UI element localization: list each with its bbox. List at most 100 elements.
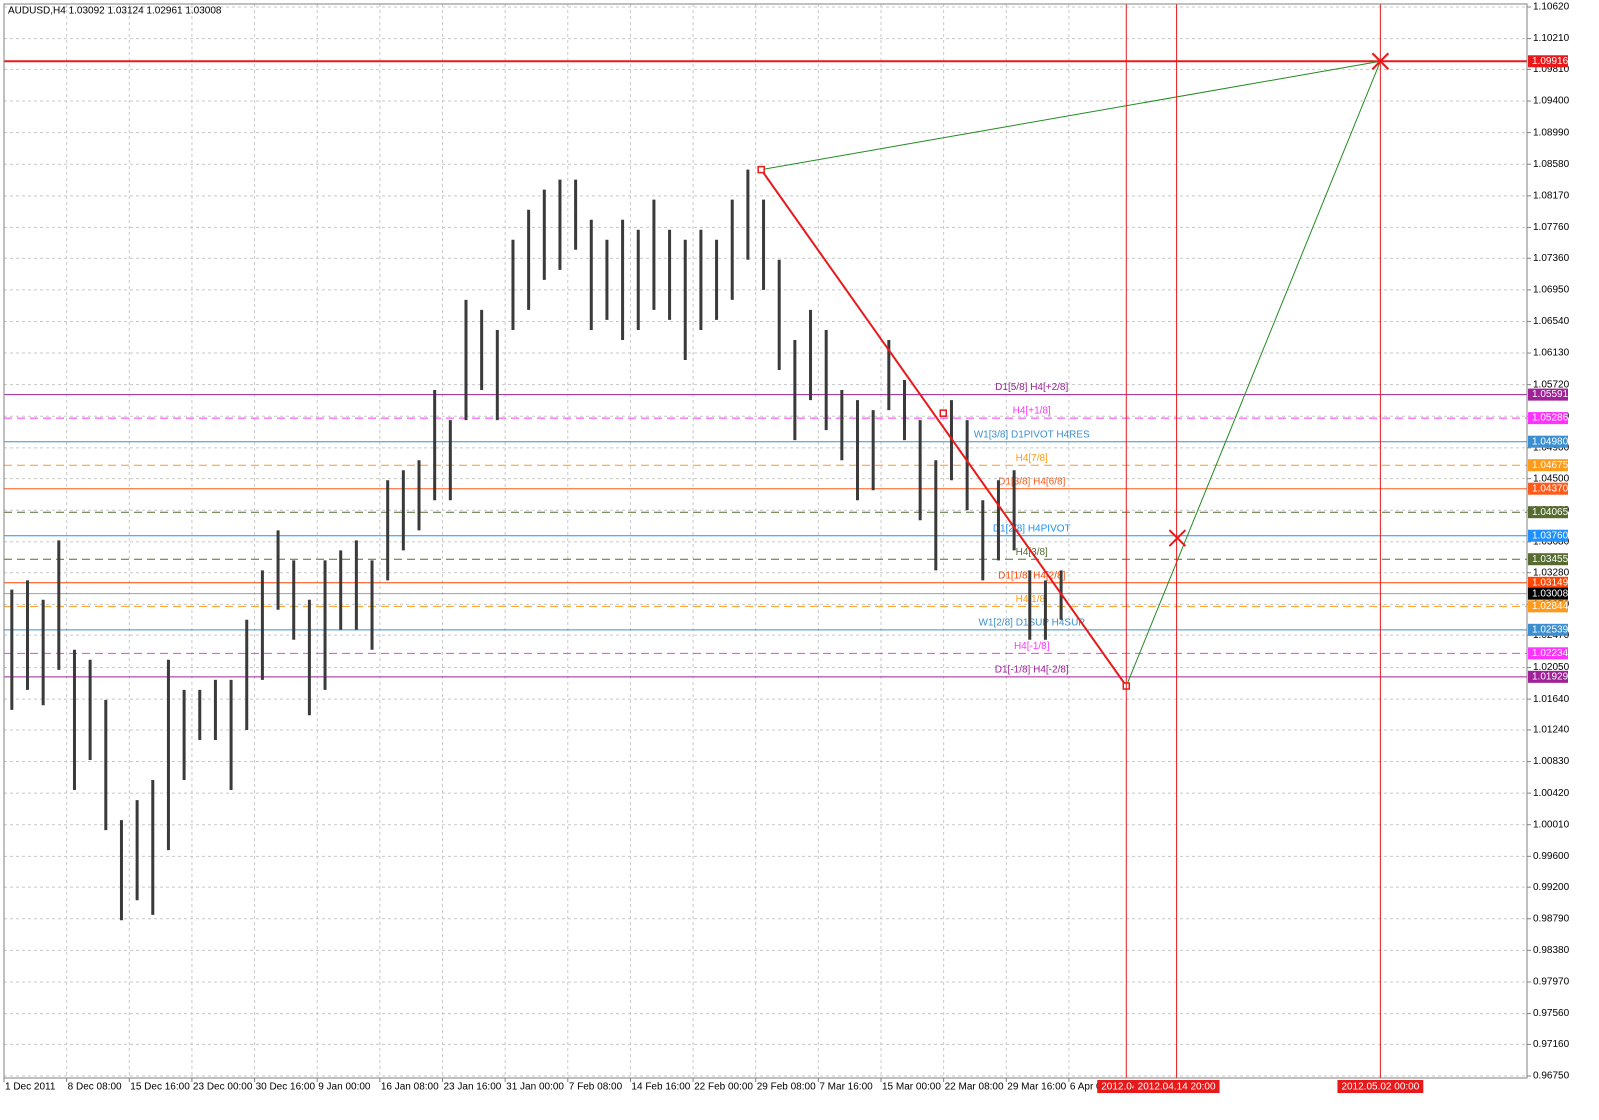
y-tick-label: 1.06950 [1533, 285, 1570, 296]
y-tick-label: 1.05720 [1533, 379, 1570, 390]
x-tick-label: 8 Dec 08:00 [68, 1082, 122, 1093]
price-tag-text: 1.03149 [1532, 577, 1569, 588]
y-tick-label: 1.06540 [1533, 316, 1570, 327]
y-tick-label: 0.99200 [1533, 882, 1570, 893]
x-tick-label: 31 Jan 00:00 [506, 1082, 564, 1093]
price-tag [1528, 647, 1568, 660]
price-tag-text: 1.01929 [1532, 671, 1569, 682]
time-tag [1133, 1080, 1220, 1093]
x-tick-label: 23 Jan 16:00 [443, 1082, 501, 1093]
y-tick-label: 1.04500 [1533, 473, 1570, 484]
price-tag [1528, 529, 1568, 542]
price-tag [1528, 482, 1568, 495]
x-tick-label: 30 Dec 16:00 [256, 1082, 316, 1093]
y-tick-label: 0.98380 [1533, 945, 1570, 956]
price-tag [1528, 388, 1568, 401]
price-tag-text: 1.04370 [1532, 483, 1569, 494]
y-tick-label: 0.98790 [1533, 913, 1570, 924]
x-tick-label: 29 Feb 08:00 [757, 1082, 816, 1093]
price-tag-text: 1.02844 [1532, 601, 1569, 612]
y-tick-label: 1.09400 [1533, 96, 1570, 107]
drawings-layer [757, 4, 1390, 1078]
cross-marker [1168, 529, 1187, 547]
y-tick-label: 0.97970 [1533, 977, 1570, 988]
y-tick-label: 1.03680 [1533, 537, 1570, 548]
price-tag-text: 1.05591 [1532, 389, 1569, 400]
level-text: H4[7/8] [1016, 453, 1048, 464]
trend-line [761, 60, 1381, 171]
price-tag [1528, 576, 1568, 589]
price-tag-text: 1.03455 [1532, 554, 1569, 565]
y-tick-label: 1.10620 [1533, 2, 1570, 13]
x-tick-label: 7 Mar 16:00 [819, 1082, 873, 1093]
price-tag-text: 1.03760 [1532, 530, 1569, 541]
x-tick-label: 16 Jan 08:00 [381, 1082, 439, 1093]
level-text: D1[5/8] H4[+2/8] [995, 382, 1068, 393]
x-tick-label: 14 Feb 16:00 [631, 1082, 690, 1093]
price-tag-text: 1.04065 [1532, 507, 1569, 518]
price-tag-text: 1.04980 [1532, 436, 1569, 447]
price-tag [1528, 600, 1568, 613]
time-tag [1337, 1080, 1424, 1093]
chart-title: AUDUSD,H4 1.03092 1.03124 1.02961 1.0300… [8, 6, 222, 17]
y-tick-label: 1.02050 [1533, 662, 1570, 673]
x-tick-label: 6 Apr 00:00 [1070, 1082, 1122, 1093]
y-tick-label: 1.08580 [1533, 159, 1570, 170]
y-tick-label: 1.00420 [1533, 788, 1570, 799]
price-tag-text: 1.05286 [1532, 413, 1569, 424]
level-text: W1[3/8] D1PIVOT H4RES [974, 429, 1090, 440]
level-text: H4[+1/8] [1013, 406, 1051, 417]
y-tick-label: 1.07760 [1533, 222, 1570, 233]
price-tag-text: 1.04675 [1532, 460, 1569, 471]
y-tick-label: 0.97560 [1533, 1008, 1570, 1019]
y-tick-label: 1.06130 [1533, 348, 1570, 359]
y-tick-label: 1.07360 [1533, 253, 1570, 264]
y-tick-label: 1.08170 [1533, 190, 1570, 201]
price-tag [1528, 506, 1568, 519]
y-tick-label: 1.04900 [1533, 442, 1570, 453]
price-tag-text: 1.02539 [1532, 624, 1569, 635]
price-tag-text: 1.09916 [1532, 56, 1569, 67]
y-tick-label: 0.97160 [1533, 1039, 1570, 1050]
levels-layer: D1[5/8] H4[+2/8] H4[+1/8] W1[3/8] D1PIVOT … [4, 60, 1527, 678]
y-tick-label: 1.01640 [1533, 694, 1570, 705]
price-tag [1528, 459, 1568, 472]
price-tag [1528, 623, 1568, 636]
price-tag [1528, 553, 1568, 566]
price-tag-text: 1.03008 [1532, 588, 1569, 599]
time-tag-text: 2012.04.10 [1101, 1082, 1151, 1093]
y-tick-label: 1.10210 [1533, 33, 1570, 44]
x-tick-label: 1 Dec 2011 [5, 1082, 56, 1093]
x-tick-label: 15 Dec 16:00 [130, 1082, 190, 1093]
x-tick-label: 23 Dec 00:00 [193, 1082, 253, 1093]
y-tick-label: 1.00830 [1533, 756, 1570, 767]
price-tag [1528, 412, 1568, 425]
level-text: D1[1/8] H4[2/8] [998, 570, 1065, 581]
y-tick-label: 1.03280 [1533, 567, 1570, 578]
price-tag [1528, 55, 1568, 68]
y-tick-label: 1.01240 [1533, 725, 1570, 736]
price-tag [1528, 435, 1568, 448]
level-text: D1[-1/8] H4[-2/8] [995, 664, 1069, 675]
x-tick-label: 9 Jan 00:00 [318, 1082, 371, 1093]
y-tick-label: 1.08990 [1533, 127, 1570, 138]
level-text: D1[3/8] H4[6/8] [998, 476, 1065, 487]
price-tag [1528, 587, 1568, 600]
x-tick-label: 7 Feb 08:00 [569, 1082, 623, 1093]
time-tag-text: 2012.04.14 20:00 [1138, 1082, 1216, 1093]
bars-layer [10, 169, 1063, 921]
anchor-point [939, 409, 947, 417]
y-tick-label: 1.09810 [1533, 64, 1570, 75]
time-tag-text: 2012.05.02 00:00 [1341, 1082, 1419, 1093]
trend-line [760, 169, 1128, 687]
price-tag [1528, 670, 1568, 683]
axes-layer: 1.10620 1.10210 1.09810 1.09400 1.08990 1.085… [3, 2, 1570, 1093]
level-text: W1[2/8] D1SUP H4SUP [978, 617, 1085, 628]
trend-line [1125, 61, 1381, 687]
y-tick-label: 0.96750 [1533, 1071, 1570, 1082]
grid-layer [3, 4, 1527, 1078]
x-tick-label: 22 Feb 00:00 [694, 1082, 753, 1093]
plot-border [3, 3, 1528, 1079]
